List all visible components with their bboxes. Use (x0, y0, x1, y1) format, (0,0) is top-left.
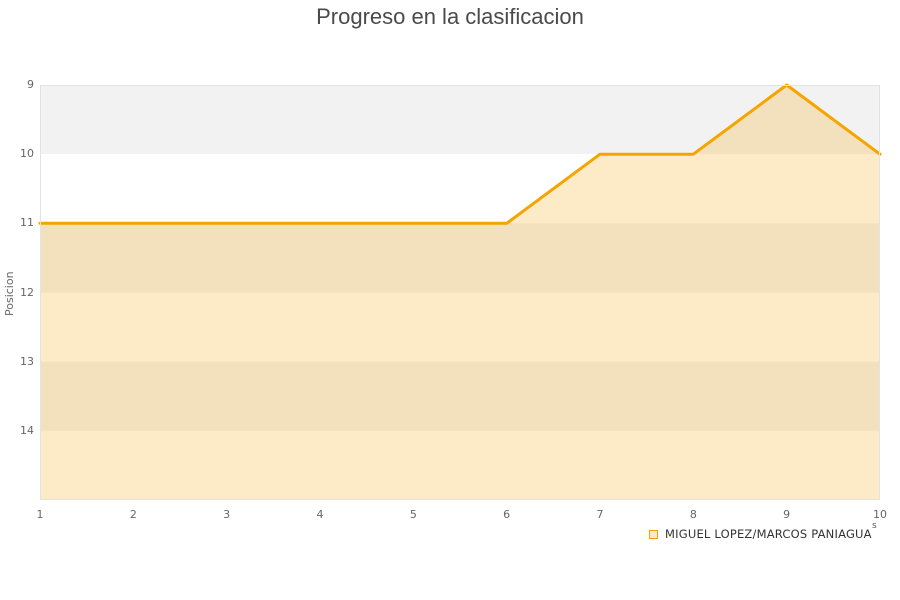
plot-band (40, 154, 880, 224)
y-tick-label: 12 (20, 285, 34, 299)
x-tick-label: 10 (873, 508, 887, 521)
y-tick-label: 10 (20, 147, 34, 161)
plot-band (40, 361, 880, 431)
y-tick-label: 13 (20, 354, 34, 368)
x-tick-label: 8 (689, 508, 697, 521)
x-tick-label: 6 (503, 508, 511, 521)
x-tick-label: 1 (36, 508, 44, 521)
plot-border (40, 85, 880, 500)
x-tick-label: 3 (223, 508, 231, 521)
legend-label: MIGUEL LOPEZ/MARCOS PANIAGUA (665, 527, 872, 541)
x-tick-label: 4 (316, 508, 324, 521)
y-tick-label: 14 (20, 423, 34, 437)
x-tick-label: 2 (129, 508, 137, 521)
legend: MIGUEL LOPEZ/MARCOS PANIAGUA (649, 527, 872, 541)
series-line (38, 83, 882, 225)
legend-suffix: s (872, 521, 877, 531)
legend-swatch-icon (649, 529, 658, 539)
plot-band (40, 430, 880, 500)
y-tick-label: 9 (27, 78, 34, 91)
plot-band (40, 292, 880, 362)
series-area (40, 85, 880, 500)
x-tick-label: 5 (409, 508, 417, 521)
x-tick-label: 7 (596, 508, 604, 521)
x-tick-label: 9 (783, 508, 791, 521)
chart-title: Progreso en la clasificacion (316, 4, 584, 29)
plot-band (40, 223, 880, 293)
y-tick-label: 11 (20, 216, 34, 230)
